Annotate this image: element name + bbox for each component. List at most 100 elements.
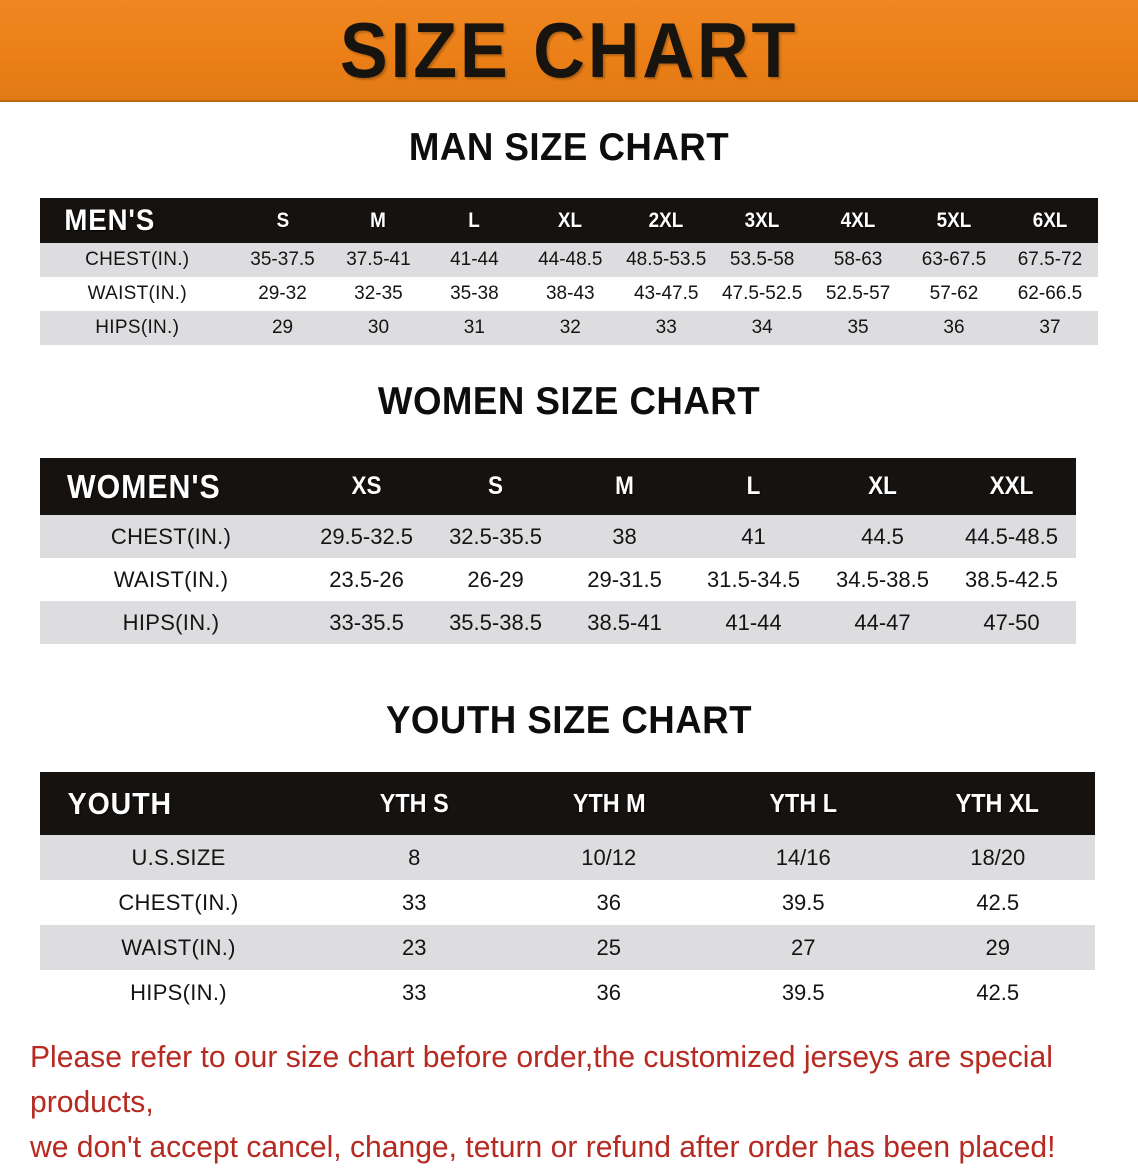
disclaimer-line-1: Please refer to our size chart before or… bbox=[30, 1039, 1053, 1119]
women-measure-label: WAIST(IN.) bbox=[113, 566, 229, 592]
youth-measure-value: 23 bbox=[402, 934, 427, 960]
youth-section-title: YOUTH SIZE CHART bbox=[386, 699, 752, 742]
man-measure-value: 29 bbox=[271, 317, 294, 338]
table-row: WAIST(IN.) 29-32 32-35 35-38 38-43 43-47.5 47.… bbox=[40, 277, 1098, 311]
youth-measure-value: 10/12 bbox=[581, 844, 637, 870]
man-table-body: CHEST(IN.) 35-37.5 37.5-41 41-44 44-48.5 48.5… bbox=[40, 243, 1098, 345]
youth-measure-value: 42.5 bbox=[976, 889, 1020, 915]
man-measure-value: 35-38 bbox=[450, 283, 499, 304]
man-measure-value: 31 bbox=[463, 317, 485, 338]
man-measure-label: CHEST(IN.) bbox=[85, 249, 190, 270]
youth-measure-value: 18/20 bbox=[970, 844, 1026, 870]
women-measure-value: 44.5 bbox=[861, 523, 904, 549]
table-row: WAIST(IN.) 23 25 27 29 bbox=[40, 925, 1095, 970]
man-size-header: S bbox=[276, 208, 289, 232]
table-row: HIPS(IN.) 33 36 39.5 42.5 bbox=[40, 970, 1095, 1015]
man-measure-value: 58-63 bbox=[833, 249, 883, 270]
page-title: SIZE CHART bbox=[339, 6, 799, 94]
man-measure-value: 35 bbox=[847, 317, 869, 338]
women-measure-value: 32.5-35.5 bbox=[449, 523, 543, 549]
youth-corner-label: YOUTH bbox=[67, 785, 173, 821]
women-measure-value: 38.5-41 bbox=[587, 609, 662, 635]
table-row: WAIST(IN.) 23.5-26 26-29 29-31.5 31.5-34.5 34… bbox=[40, 558, 1076, 601]
women-measure-value: 38.5-42.5 bbox=[965, 566, 1058, 592]
youth-measure-value: 8 bbox=[408, 844, 421, 870]
women-measure-value: 26-29 bbox=[467, 566, 524, 592]
man-measure-value: 36 bbox=[943, 317, 965, 338]
man-measure-value: 53.5-58 bbox=[729, 249, 795, 270]
man-measure-value: 43-47.5 bbox=[633, 283, 699, 304]
man-measure-value: 37.5-41 bbox=[346, 249, 411, 270]
man-size-header: 3XL bbox=[744, 208, 780, 232]
women-measure-value: 31.5-34.5 bbox=[707, 566, 800, 592]
youth-measure-value: 36 bbox=[596, 889, 621, 915]
man-measure-value: 44-48.5 bbox=[538, 249, 603, 270]
women-size-header: XS bbox=[351, 472, 382, 500]
youth-size-header: YTH M bbox=[572, 788, 646, 818]
page-banner: SIZE CHART bbox=[0, 0, 1138, 102]
women-size-header: XL bbox=[868, 472, 897, 500]
man-measure-value: 48.5-53.5 bbox=[626, 249, 707, 270]
man-measure-value: 32-35 bbox=[354, 283, 403, 304]
youth-measure-label: WAIST(IN.) bbox=[121, 934, 236, 960]
man-measure-label: WAIST(IN.) bbox=[87, 283, 187, 304]
man-size-header: 5XL bbox=[936, 208, 972, 232]
women-measure-label: HIPS(IN.) bbox=[122, 609, 220, 635]
women-measure-value: 41-44 bbox=[725, 609, 782, 635]
youth-header-row: YOUTH YTH S YTH M YTH L YTH XL bbox=[40, 772, 1095, 835]
youth-measure-value: 39.5 bbox=[781, 979, 825, 1005]
women-size-header: L bbox=[746, 472, 761, 500]
women-measure-value: 44.5-48.5 bbox=[965, 523, 1058, 549]
man-table-header: MEN'S S M L XL 2XL 3XL 4XL 5XL 6XL bbox=[40, 198, 1098, 243]
women-measure-value: 34.5-38.5 bbox=[836, 566, 929, 592]
man-measure-value: 37 bbox=[1039, 317, 1061, 338]
youth-size-header: YTH XL bbox=[956, 788, 1040, 818]
man-measure-value: 41-44 bbox=[450, 249, 499, 270]
man-corner-label: MEN'S bbox=[64, 203, 156, 237]
youth-measure-label: CHEST(IN.) bbox=[118, 889, 239, 915]
women-header-row: WOMEN'S XS S M L XL XXL bbox=[40, 458, 1076, 515]
youth-size-table: YOUTH YTH S YTH M YTH L YTH XL U.S.SIZE 8 10/1… bbox=[40, 772, 1095, 1015]
youth-measure-label: HIPS(IN.) bbox=[130, 979, 227, 1005]
table-row: HIPS(IN.) 33-35.5 35.5-38.5 38.5-41 41-44 44-… bbox=[40, 601, 1076, 644]
women-measure-value: 23.5-26 bbox=[329, 566, 404, 592]
youth-measure-value: 33 bbox=[402, 889, 427, 915]
man-measure-value: 30 bbox=[367, 317, 390, 338]
man-size-header: 6XL bbox=[1032, 208, 1068, 232]
women-measure-value: 35.5-38.5 bbox=[449, 609, 543, 635]
youth-measure-label: U.S.SIZE bbox=[131, 844, 226, 870]
table-row: CHEST(IN.) 35-37.5 37.5-41 41-44 44-48.5 48.5… bbox=[40, 243, 1098, 277]
women-measure-value: 47-50 bbox=[983, 609, 1040, 635]
man-measure-value: 57-62 bbox=[929, 283, 979, 304]
women-measure-value: 38 bbox=[612, 523, 637, 549]
youth-table-header: YOUTH YTH S YTH M YTH L YTH XL bbox=[40, 772, 1095, 835]
women-section-title: WOMEN SIZE CHART bbox=[377, 380, 761, 423]
youth-measure-value: 33 bbox=[402, 979, 427, 1005]
man-size-header: 2XL bbox=[648, 208, 684, 232]
table-row: CHEST(IN.) 29.5-32.5 32.5-35.5 38 41 44.5 44.5… bbox=[40, 515, 1076, 558]
man-section-title: MAN SIZE CHART bbox=[408, 126, 730, 169]
women-size-header: S bbox=[488, 472, 504, 500]
order-policy-disclaimer: Please refer to our size chart before or… bbox=[30, 1034, 1078, 1169]
man-size-table: MEN'S S M L XL 2XL 3XL 4XL 5XL 6XL CHEST(IN.) 35-3… bbox=[40, 198, 1098, 345]
man-measure-value: 62-66.5 bbox=[1017, 283, 1083, 304]
man-header-row: MEN'S S M L XL 2XL 3XL 4XL 5XL 6XL bbox=[40, 198, 1098, 243]
women-corner-label: WOMEN'S bbox=[67, 467, 221, 505]
women-measure-value: 33-35.5 bbox=[329, 609, 404, 635]
man-size-header: M bbox=[370, 208, 387, 232]
youth-measure-value: 39.5 bbox=[781, 889, 825, 915]
youth-size-header: YTH S bbox=[379, 788, 449, 818]
women-table-header: WOMEN'S XS S M L XL XXL bbox=[40, 458, 1076, 515]
youth-measure-value: 14/16 bbox=[775, 844, 831, 870]
man-measure-value: 67.5-72 bbox=[1017, 249, 1083, 270]
youth-measure-value: 25 bbox=[596, 934, 621, 960]
man-measure-value: 34 bbox=[751, 317, 773, 338]
youth-table-body: U.S.SIZE 8 10/12 14/16 18/20 CHEST(IN.) 33 36 39… bbox=[40, 835, 1095, 1015]
man-measure-value: 29-32 bbox=[258, 283, 307, 304]
man-measure-value: 63-67.5 bbox=[921, 249, 987, 270]
women-table-body: CHEST(IN.) 29.5-32.5 32.5-35.5 38 41 44.5 44.5… bbox=[40, 515, 1076, 644]
table-row: U.S.SIZE 8 10/12 14/16 18/20 bbox=[40, 835, 1095, 880]
man-measure-value: 38-43 bbox=[545, 283, 595, 304]
youth-measure-value: 42.5 bbox=[976, 979, 1020, 1005]
man-size-header: L bbox=[468, 208, 481, 232]
